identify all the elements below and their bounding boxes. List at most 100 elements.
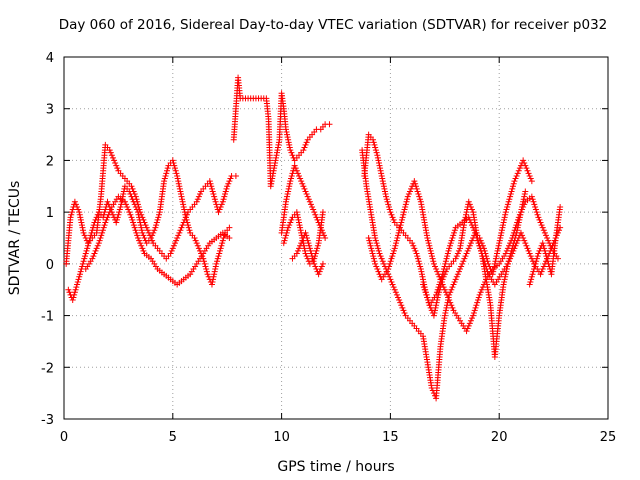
data-point xyxy=(539,240,546,247)
data-point xyxy=(192,237,199,244)
data-point xyxy=(442,309,449,316)
data-point xyxy=(473,302,480,309)
data-point xyxy=(381,185,388,192)
data-point xyxy=(140,232,147,239)
data-point xyxy=(375,247,382,254)
data-point xyxy=(95,240,102,247)
data-point xyxy=(302,229,309,236)
data-point xyxy=(494,247,501,254)
data-point xyxy=(302,188,309,195)
data-point xyxy=(71,198,78,205)
data-point xyxy=(502,273,509,280)
data-point xyxy=(434,286,441,293)
data-point xyxy=(171,162,178,169)
data-point xyxy=(386,260,393,267)
data-point xyxy=(210,276,217,283)
data-point xyxy=(464,247,471,254)
data-point xyxy=(218,242,225,249)
data-point xyxy=(521,201,528,208)
data-point xyxy=(400,211,407,218)
data-point xyxy=(284,191,291,198)
x-tick-label: 5 xyxy=(169,430,177,445)
data-point xyxy=(221,193,228,200)
data-point xyxy=(89,227,96,234)
data-point xyxy=(212,198,219,205)
data-point xyxy=(519,206,526,213)
data-point xyxy=(433,291,440,298)
data-point xyxy=(218,201,225,208)
data-point xyxy=(398,302,405,309)
data-point xyxy=(494,250,501,257)
data-point xyxy=(135,211,142,218)
data-point xyxy=(137,240,144,247)
data-point xyxy=(398,216,405,223)
data-point xyxy=(181,206,188,213)
data-point xyxy=(421,286,428,293)
data-point xyxy=(404,193,411,200)
data-point xyxy=(282,126,289,133)
data-point xyxy=(163,167,170,174)
data-point xyxy=(510,229,517,236)
data-point xyxy=(311,209,318,216)
data-point xyxy=(454,250,461,257)
data-point xyxy=(442,307,449,314)
data-point xyxy=(111,157,118,164)
data-point xyxy=(305,196,312,203)
y-tick-label: -2 xyxy=(41,361,54,376)
data-point xyxy=(420,278,427,285)
data-point xyxy=(557,203,564,210)
data-point xyxy=(129,196,136,203)
data-point xyxy=(106,147,113,154)
data-point xyxy=(393,237,400,244)
data-point xyxy=(499,224,506,231)
data-point xyxy=(173,237,180,244)
data-point xyxy=(309,255,316,262)
data-point xyxy=(521,191,528,198)
data-point xyxy=(300,183,307,190)
data-point xyxy=(469,206,475,213)
data-point xyxy=(413,250,420,257)
data-point xyxy=(440,284,447,291)
data-point xyxy=(526,250,533,257)
data-point xyxy=(97,235,104,241)
data-point xyxy=(374,154,381,161)
data-point xyxy=(373,263,380,270)
data-point xyxy=(129,185,136,192)
data-point xyxy=(540,263,547,270)
data-point xyxy=(78,219,85,226)
data-point xyxy=(428,250,435,257)
data-point xyxy=(82,250,89,257)
data-point xyxy=(108,152,115,159)
data-point xyxy=(315,271,322,278)
data-point xyxy=(469,222,475,229)
data-point xyxy=(375,160,382,167)
data-point xyxy=(444,250,451,257)
data-point xyxy=(502,250,509,257)
data-point xyxy=(436,281,443,288)
data-point xyxy=(528,273,535,280)
data-point xyxy=(443,255,450,262)
x-tick-label: 25 xyxy=(600,430,617,445)
data-point xyxy=(226,235,233,241)
data-point xyxy=(96,237,103,244)
data-point xyxy=(519,232,526,239)
data-point xyxy=(177,227,184,234)
data-point xyxy=(463,211,470,218)
data-point xyxy=(403,198,410,205)
data-point xyxy=(114,165,121,172)
data-point xyxy=(447,240,454,247)
data-point xyxy=(513,172,520,179)
data-point xyxy=(283,229,290,236)
data-point xyxy=(396,227,403,234)
data-point xyxy=(223,185,230,192)
data-point xyxy=(87,232,94,239)
data-point xyxy=(167,250,174,257)
data-point xyxy=(533,258,540,265)
data-point xyxy=(387,276,394,283)
series-track-j xyxy=(365,178,561,335)
data-point xyxy=(477,245,484,252)
data-point xyxy=(109,154,116,161)
y-tick-label: 4 xyxy=(46,51,54,66)
data-point xyxy=(428,253,435,260)
